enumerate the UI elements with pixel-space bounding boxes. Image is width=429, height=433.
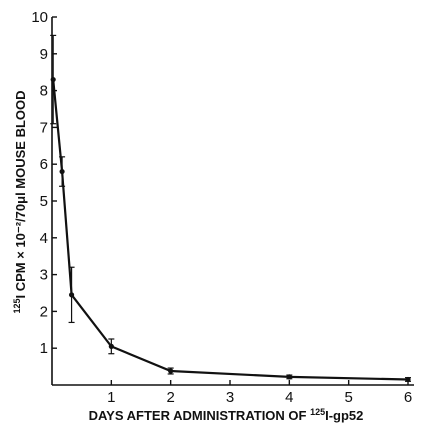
x-axis-label-sup: 125 <box>310 407 325 417</box>
x-axis-ticks: 1 2 3 4 5 6 <box>107 380 412 406</box>
y-tick-label: 7 <box>40 119 48 136</box>
y-axis-label: 125I CPM × 10⁻²/70μl MOUSE BLOOD <box>12 90 28 313</box>
data-point <box>59 168 65 175</box>
y-tick-label: 5 <box>40 193 48 210</box>
y-tick-label: 4 <box>40 230 48 247</box>
x-tick-label: 3 <box>226 389 234 406</box>
x-axis-label: DAYS AFTER ADMINISTRATION OF 125I-gp52 <box>89 407 364 423</box>
y-tick-label: 9 <box>40 46 48 63</box>
x-axis-label-prefix: DAYS AFTER ADMINISTRATION OF <box>89 408 310 423</box>
x-tick-label: 5 <box>344 389 352 406</box>
y-axis-label-text: I CPM × 10⁻²/70μl MOUSE BLOOD <box>13 90 28 298</box>
y-axis-ticks: 1 2 3 4 5 6 7 8 9 10 <box>31 9 57 357</box>
y-tick-label: 6 <box>40 156 48 173</box>
x-axis-label-suffix: I-gp52 <box>325 408 363 423</box>
data-point <box>168 368 174 374</box>
x-tick-label: 6 <box>404 389 412 406</box>
data-point <box>50 76 56 83</box>
x-tick-label: 4 <box>285 389 293 406</box>
x-tick-label: 2 <box>166 389 174 406</box>
x-tick-label: 1 <box>107 389 115 406</box>
y-tick-label: 3 <box>40 267 48 284</box>
y-tick-label: 8 <box>40 83 48 100</box>
y-axis-label-sup: 125 <box>12 299 22 314</box>
y-tick-label: 2 <box>40 303 48 320</box>
y-tick-label: 1 <box>40 340 48 357</box>
series-line <box>52 79 409 381</box>
axes <box>51 17 414 386</box>
data-point <box>405 376 411 383</box>
plot-area <box>50 34 411 383</box>
y-tick-label: 10 <box>31 9 48 26</box>
data-point <box>286 374 292 380</box>
data-point <box>108 343 114 349</box>
data-point <box>68 292 75 298</box>
